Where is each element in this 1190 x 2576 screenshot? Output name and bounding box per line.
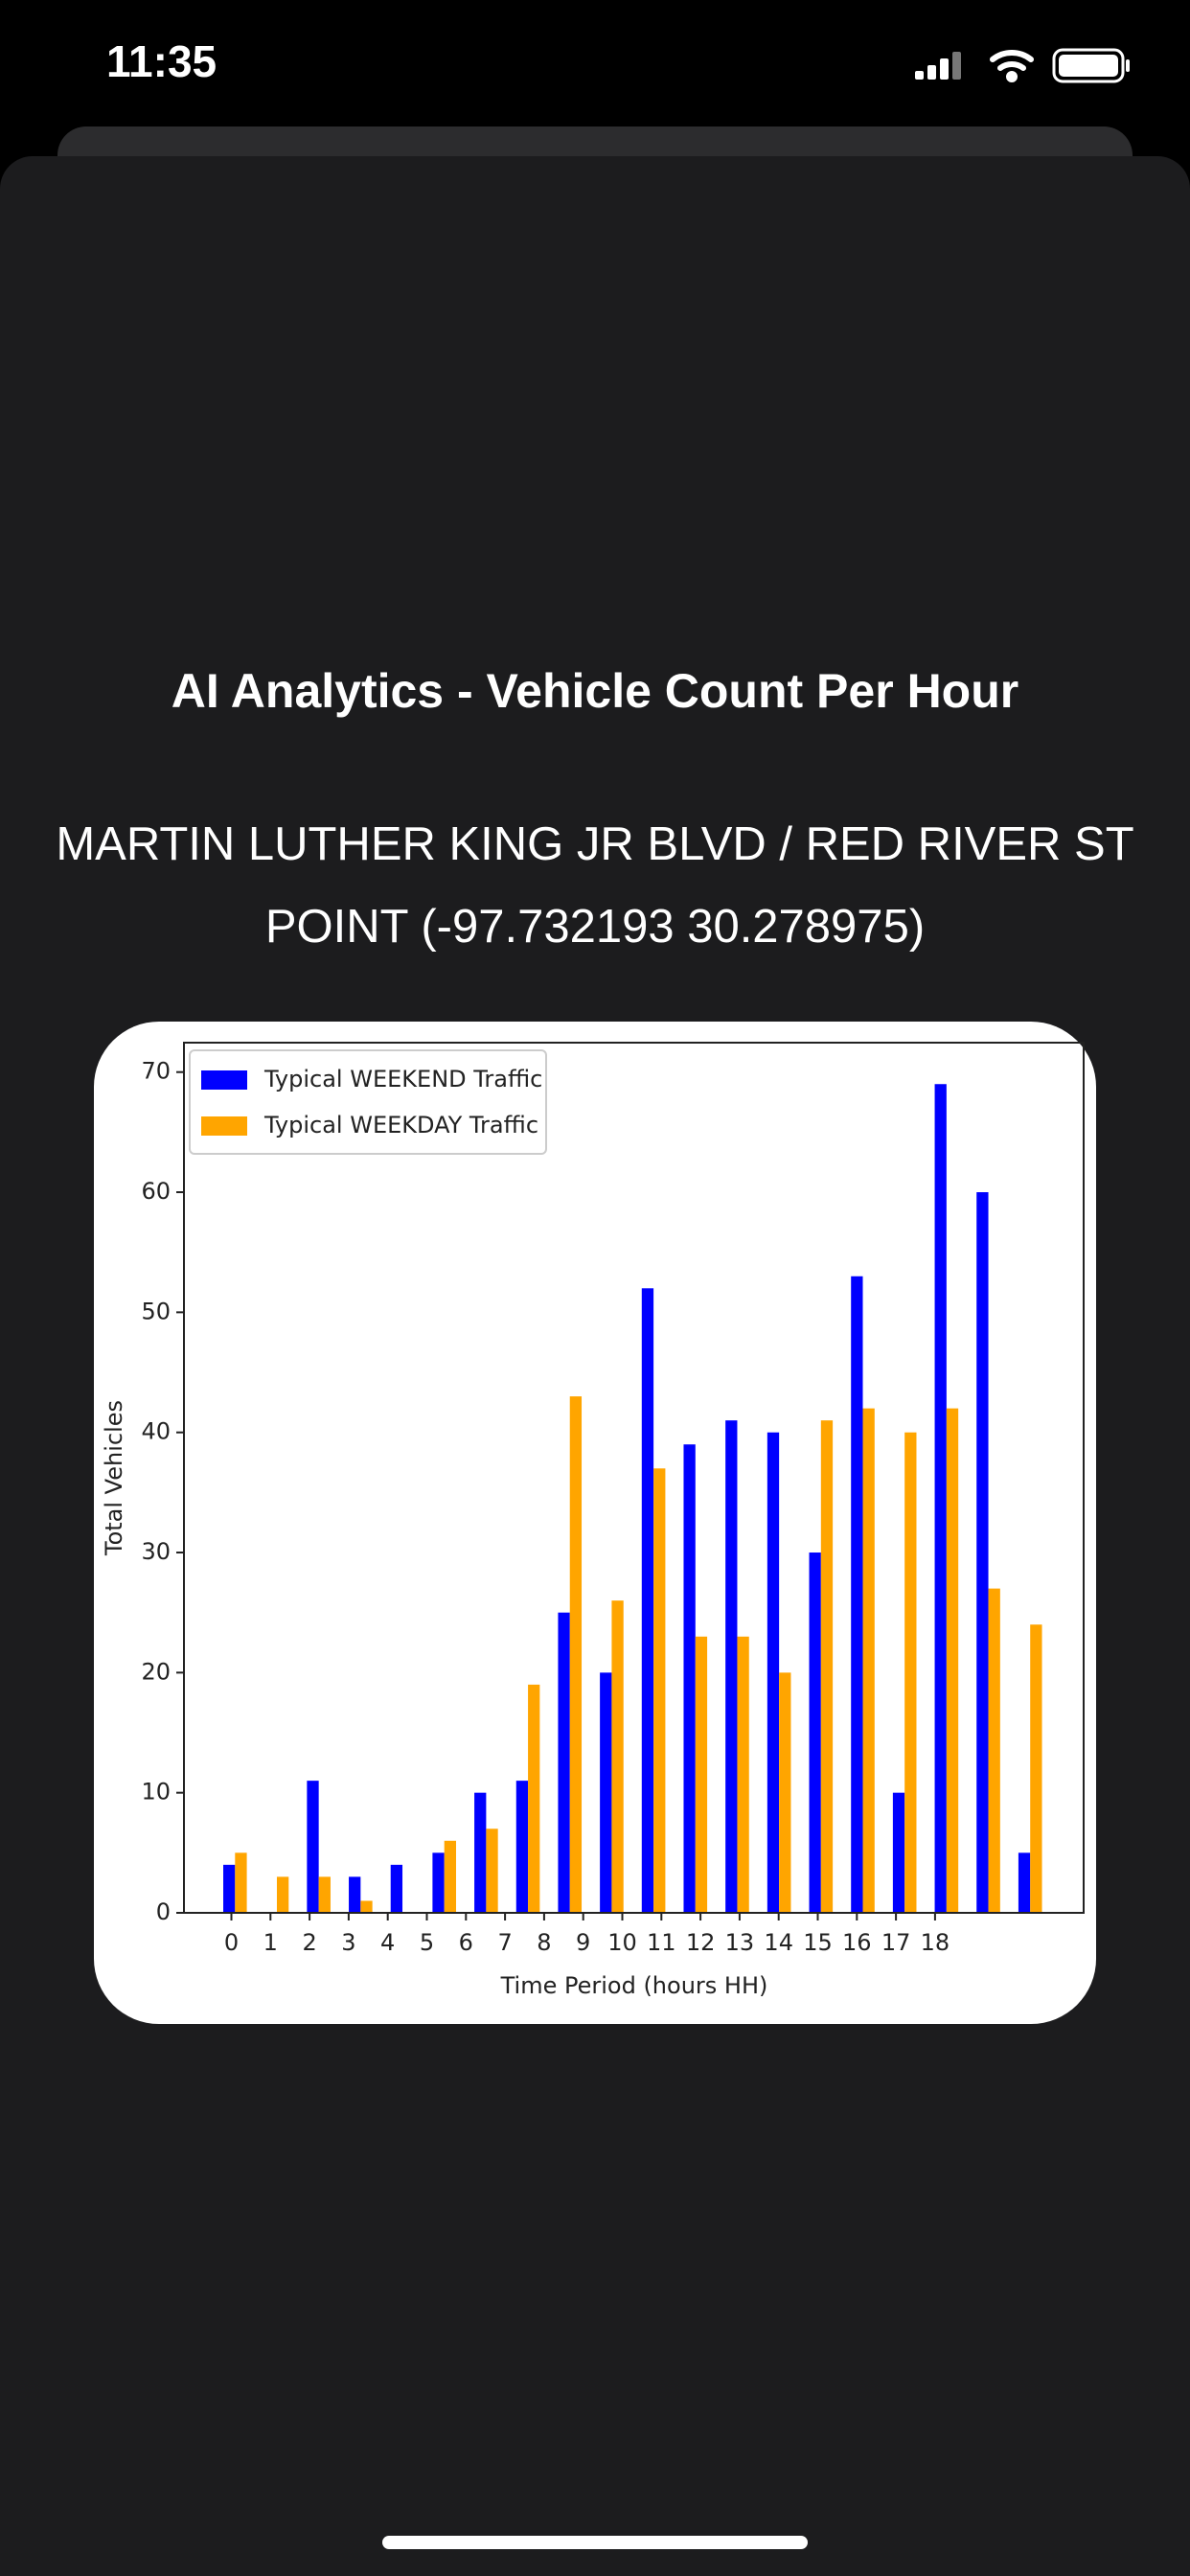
- bar: [528, 1684, 540, 1913]
- bar: [558, 1612, 570, 1913]
- chart-card: [94, 1022, 1096, 2024]
- y-axis-label: Total Vehicles: [101, 1400, 127, 1556]
- legend-label: Typical WEEKDAY Traffic: [263, 1112, 538, 1138]
- location-line: MARTIN LUTHER KING JR BLVD / RED RIVER S…: [56, 818, 1133, 870]
- bar: [349, 1876, 361, 1913]
- x-tick-label: 7: [497, 1929, 512, 1956]
- bar: [820, 1420, 834, 1913]
- battery-icon: [1052, 48, 1130, 83]
- y-tick-label: 30: [141, 1538, 171, 1565]
- x-tick-label: 16: [842, 1929, 872, 1956]
- bar: [946, 1408, 959, 1913]
- bar: [600, 1672, 612, 1913]
- bar: [360, 1900, 373, 1913]
- bar: [444, 1840, 456, 1913]
- x-tick-label: 9: [576, 1929, 590, 1956]
- bar: [432, 1852, 445, 1913]
- x-tick-label: 12: [686, 1929, 716, 1956]
- bar: [683, 1444, 696, 1913]
- home-indicator: [382, 2536, 808, 2549]
- status-time: 11:35: [106, 36, 217, 86]
- x-tick-label: 6: [459, 1929, 473, 1956]
- bar: [276, 1876, 289, 1913]
- x-tick-label: 4: [380, 1929, 395, 1956]
- bar: [318, 1876, 331, 1913]
- bar: [976, 1192, 989, 1913]
- bar: [235, 1852, 247, 1913]
- x-tick-label: 2: [302, 1929, 316, 1956]
- bar: [611, 1600, 624, 1913]
- bar: [515, 1781, 529, 1913]
- x-tick-label: 11: [647, 1929, 676, 1956]
- bar: [695, 1636, 708, 1913]
- x-tick-label: 0: [224, 1929, 239, 1956]
- page-title: AI Analytics - Vehicle Count Per Hour: [172, 664, 1018, 718]
- bar: [767, 1432, 780, 1913]
- x-tick-label: 3: [341, 1929, 355, 1956]
- x-tick-label: 8: [537, 1929, 551, 1956]
- signal-icon: [915, 52, 961, 80]
- bar: [474, 1792, 487, 1913]
- y-tick-label: 50: [141, 1298, 171, 1324]
- y-tick-label: 20: [141, 1658, 171, 1685]
- bar: [390, 1864, 403, 1913]
- legend-swatch: [201, 1116, 247, 1136]
- y-tick-label: 10: [141, 1779, 171, 1806]
- bar: [809, 1552, 821, 1913]
- bar: [725, 1420, 738, 1913]
- legend-label: Typical WEEKEND Traffic: [263, 1066, 542, 1092]
- y-tick-label: 60: [141, 1178, 171, 1205]
- x-tick-label: 18: [921, 1929, 950, 1956]
- x-tick-label: 10: [607, 1929, 637, 1956]
- bar: [641, 1288, 654, 1913]
- bar: [223, 1864, 236, 1913]
- bar: [307, 1781, 319, 1913]
- legend-box: [189, 1049, 547, 1155]
- bar: [851, 1276, 863, 1913]
- legend-swatch: [201, 1070, 247, 1090]
- x-tick-label: 13: [725, 1929, 755, 1956]
- y-tick-label: 0: [156, 1898, 171, 1925]
- bar: [779, 1672, 791, 1913]
- x-tick-label: 17: [881, 1929, 911, 1956]
- y-tick-label: 40: [141, 1418, 171, 1445]
- bar: [904, 1432, 917, 1913]
- bar: [486, 1828, 498, 1913]
- x-tick-label: 1: [263, 1929, 278, 1956]
- bar: [653, 1468, 666, 1913]
- wifi-icon: [990, 49, 1034, 82]
- bar: [892, 1792, 905, 1913]
- axes-frame: [183, 1042, 1085, 1914]
- y-tick-label: 70: [141, 1058, 171, 1085]
- bar: [862, 1408, 875, 1913]
- bar: [934, 1084, 947, 1913]
- bar: [1030, 1624, 1042, 1913]
- bar: [1018, 1852, 1031, 1913]
- x-axis-label: Time Period (hours HH): [500, 1972, 768, 1999]
- x-tick-label: 15: [803, 1929, 833, 1956]
- bar: [569, 1396, 583, 1913]
- bar: [988, 1588, 1000, 1913]
- x-tick-label: 5: [420, 1929, 434, 1956]
- x-tick-label: 14: [764, 1929, 793, 1956]
- bar: [737, 1636, 749, 1913]
- location-line: POINT (-97.732193 30.278975): [265, 901, 925, 953]
